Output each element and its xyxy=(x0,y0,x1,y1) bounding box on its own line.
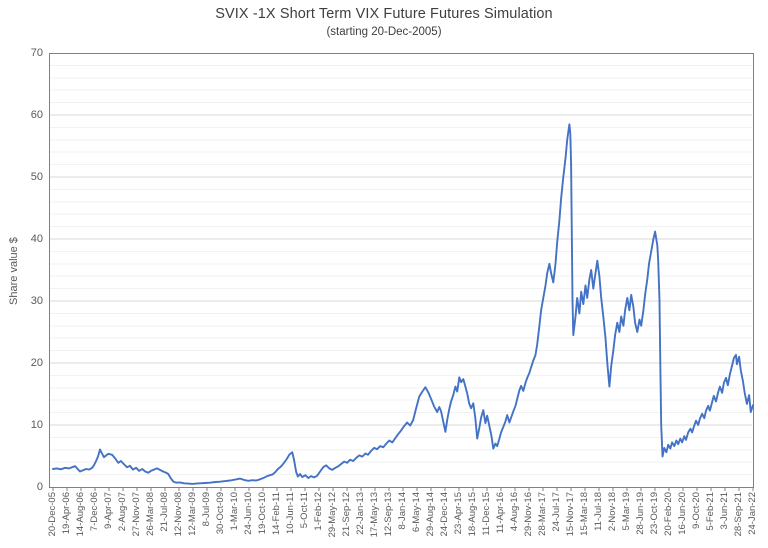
x-tick-label: 5-Mar-19 xyxy=(621,492,632,531)
x-tick-label: 14-Aug-06 xyxy=(75,492,86,537)
y-tick-label: 50 xyxy=(30,171,43,183)
x-tick-label: 21-Sep-12 xyxy=(341,492,352,537)
x-tick-label: 26-Mar-08 xyxy=(145,492,156,536)
x-tick-label: 28-Mar-17 xyxy=(537,492,548,536)
x-tick-label: 16-Jun-20 xyxy=(677,492,688,535)
x-tick-label: 5-Feb-21 xyxy=(705,492,716,531)
y-tick-label: 20 xyxy=(30,357,43,369)
x-tick-label: 6-May-14 xyxy=(411,492,422,533)
x-tick-label: 1-Mar-10 xyxy=(229,492,240,531)
x-tick-label: 11-Apr-16 xyxy=(495,492,506,534)
x-tick-label: 29-Aug-14 xyxy=(425,492,436,537)
x-tick-label: 12-Nov-08 xyxy=(173,492,184,537)
x-tick-label: 4-Aug-16 xyxy=(509,492,520,532)
y-tick-label: 30 xyxy=(30,295,43,307)
x-tick-label: 10-Jun-11 xyxy=(285,492,296,535)
x-tick-label: 14-Feb-11 xyxy=(271,492,282,536)
x-tick-label: 1-Feb-12 xyxy=(313,492,324,531)
x-tick-label: 20-Feb-20 xyxy=(663,492,674,536)
x-tick-label: 12-Sep-13 xyxy=(383,492,394,537)
x-tick-label: 18-Aug-15 xyxy=(467,492,478,537)
x-tick-label: 24-Jul-17 xyxy=(551,492,562,532)
y-tick-label: 40 xyxy=(30,233,43,245)
x-tick-label: 8-Jan-14 xyxy=(397,492,408,530)
chart-title: SVIX -1X Short Term VIX Future Futures S… xyxy=(215,6,553,22)
x-tick-label: 28-Sep-21 xyxy=(733,492,744,537)
x-tick-label: 15-Mar-18 xyxy=(579,492,590,536)
x-tick-label: 24-Jun-10 xyxy=(243,492,254,535)
chart-subtitle: (starting 20-Dec-2005) xyxy=(326,26,442,38)
x-tick-label: 23-Oct-19 xyxy=(649,492,660,535)
y-tick-label: 70 xyxy=(30,47,43,59)
x-tick-label: 19-Apr-06 xyxy=(61,492,72,535)
x-tick-label: 28-Jun-19 xyxy=(635,492,646,535)
x-tick-label: 27-Nov-07 xyxy=(131,492,142,537)
x-tick-label: 30-Oct-09 xyxy=(215,492,226,535)
x-tick-label: 11-Jul-18 xyxy=(593,492,604,531)
x-tick-label: 3-Jun-21 xyxy=(719,492,730,530)
x-tick-label: 22-Jan-13 xyxy=(355,492,366,535)
y-tick-label: 60 xyxy=(30,109,43,121)
x-tick-label: 5-Oct-11 xyxy=(299,492,310,529)
y-tick-label: 10 xyxy=(30,419,43,431)
x-tick-label: 24-Jan-22 xyxy=(747,492,758,535)
x-tick-label: 21-Jul-08 xyxy=(159,492,170,532)
x-tick-label: 2-Nov-18 xyxy=(607,492,618,532)
y-tick-label: 0 xyxy=(36,481,43,493)
x-tick-label: 23-Apr-15 xyxy=(453,492,464,535)
x-tick-label: 12-Mar-09 xyxy=(187,492,198,536)
x-tick-label: 29-Nov-16 xyxy=(523,492,534,537)
x-tick-label: 2-Aug-07 xyxy=(117,492,128,532)
x-tick-label: 9-Oct-20 xyxy=(691,492,702,529)
x-tick-label: 11-Dec-15 xyxy=(481,492,492,536)
x-tick-label: 24-Dec-14 xyxy=(439,492,450,537)
x-tick-label: 20-Dec-05 xyxy=(47,492,58,537)
x-tick-label: 7-Dec-06 xyxy=(89,492,100,532)
x-tick-label: 9-Apr-07 xyxy=(103,492,114,529)
x-tick-label: 17-May-13 xyxy=(369,492,380,538)
x-tick-label: 19-Oct-10 xyxy=(257,492,268,535)
x-tick-label: 29-May-12 xyxy=(327,492,338,538)
x-tick-label: 15-Nov-17 xyxy=(565,492,576,537)
x-tick-label: 8-Jul-09 xyxy=(201,492,212,527)
